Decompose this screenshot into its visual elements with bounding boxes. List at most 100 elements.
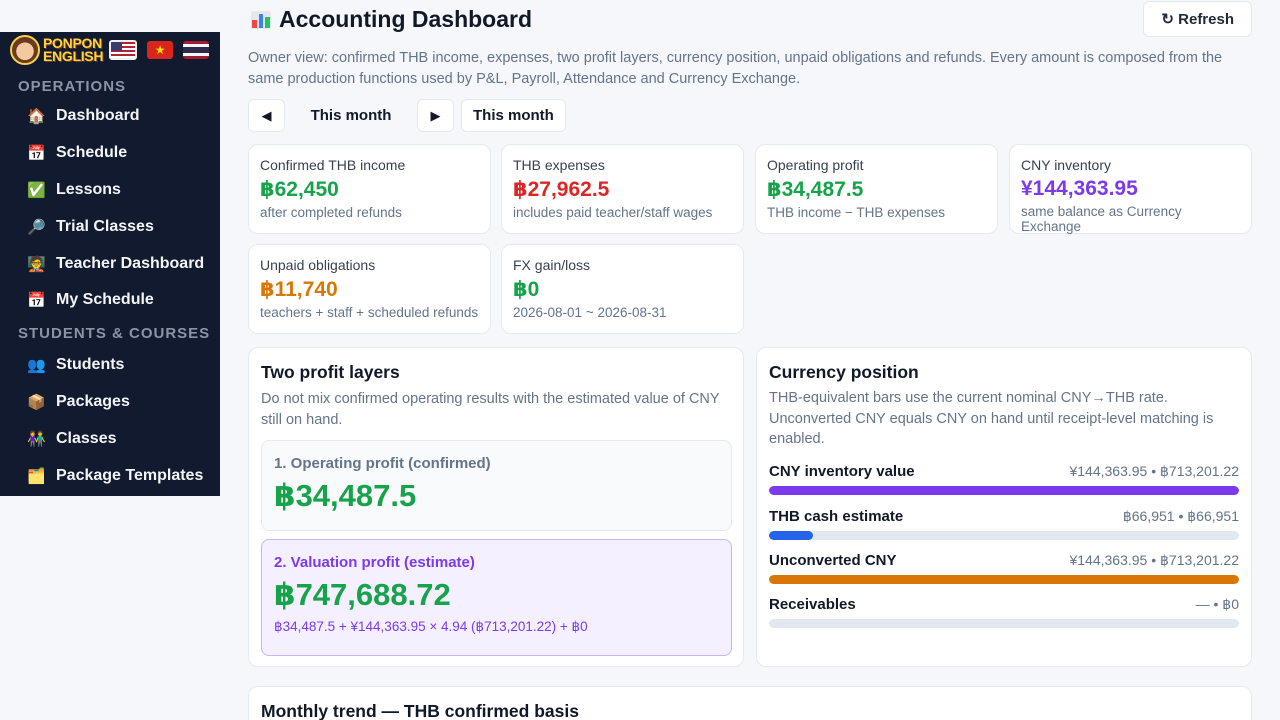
group-icon: 👫 [27,430,46,448]
stat-card-confirmed-income: Confirmed THB income ฿62,450 after compl… [248,144,491,234]
stat-value: ฿0 [513,278,540,301]
stat-value: ¥144,363.95 [1021,177,1138,200]
sidebar-item-label: Schedule [56,144,128,162]
monthly-trend-panel: Monthly trend — THB confirmed basis [248,686,1252,720]
profit-layers-panel: Two profit layers Do not mix confirmed o… [248,347,744,667]
operations-nav: 🏠 Dashboard 📅 Schedule ✅ Lessons 🔎 Trial… [0,98,220,319]
brand-line2: ENGLISH [43,48,104,64]
currency-row-values: ¥144,363.95 • ฿713,201.22 [1069,462,1239,479]
stat-card-thb-expenses: THB expenses ฿27,962.5 includes paid tea… [501,144,744,234]
stat-value: ฿62,450 [260,178,339,201]
valuation-profit-box: 2. Valuation profit (estimate) ฿747,688.… [261,539,732,656]
us-flag-icon[interactable] [109,40,138,60]
stat-subtext: 2026-08-01 ~ 2026-08-31 [513,305,667,320]
stat-label: FX gain/loss [513,257,591,273]
progress-fill [769,486,1239,495]
page-description: Owner view: confirmed THB income, expens… [248,50,1223,87]
stat-subtext: same balance as Currency Exchange [1021,204,1182,234]
sidebar-item-trial-classes[interactable]: 🔎 Trial Classes [0,208,220,245]
progress-track [769,486,1239,495]
page-title-text: Accounting Dashboard [279,6,533,32]
sidebar-item-lessons[interactable]: ✅ Lessons [0,172,220,209]
stat-value: ฿27,962.5 [513,178,610,201]
currency-position-panel: Currency position THB-equivalent bars us… [756,347,1252,667]
sidebar-item-packages[interactable]: 📦 Packages [0,384,220,421]
stat-subtext: includes paid teacher/staff wages [513,205,713,220]
brand-line1: PONPON [43,35,102,51]
section-title-students-courses: STUDENTS & COURSES [18,324,211,342]
sidebar-item-label: Teacher Dashboard [56,254,205,272]
sidebar-item-label: Trial Classes [56,217,154,235]
checkbox-icon: ✅ [27,181,46,199]
stat-label: THB expenses [513,157,605,173]
brand-row: PONPON ENGLISH ★ [0,32,220,68]
calendar-icon: 📅 [27,145,46,163]
currency-row-cny-inventory: CNY inventory value ¥144,363.95 • ฿713,2… [769,461,1239,495]
valuation-profit-value: ฿747,688.72 [274,577,451,612]
period-dropdown[interactable]: This month [461,99,566,132]
stat-subtext: after completed refunds [260,205,402,220]
vietnam-flag-icon[interactable]: ★ [147,41,174,59]
sidebar-item-teacher-dashboard[interactable]: 🧑‍🏫 Teacher Dashboard [0,245,220,282]
stat-value: ฿34,487.5 [767,178,864,201]
users-icon: 👥 [27,357,46,375]
thailand-flag-icon[interactable] [183,41,210,59]
brand-logo[interactable]: PONPON ENGLISH [10,35,103,65]
panel-description: Do not mix confirmed operating results w… [261,391,720,428]
stat-card-operating-profit: Operating profit ฿34,487.5 THB income − … [755,144,998,234]
currency-row-name: CNY inventory value [769,462,915,480]
stat-value: ฿11,740 [260,278,338,301]
sidebar-item-students[interactable]: 👥 Students [0,347,220,384]
next-period-button[interactable]: ▶ [417,99,454,132]
previous-period-button[interactable]: ◀ [248,99,285,132]
progress-track [769,619,1239,628]
home-icon: 🏠 [27,108,46,126]
magnifier-icon: 🔎 [27,218,46,236]
panel-description: THB-equivalent bars use the current nomi… [769,390,1214,447]
currency-row-unconverted-cny: Unconverted CNY ¥144,363.95 • ฿713,201.2… [769,550,1239,584]
stat-label: Operating profit [767,157,864,173]
panel-title: Two profit layers [261,362,400,382]
sidebar-item-label: Students [56,356,125,374]
triangle-right-icon: ▶ [430,107,441,123]
currency-row-values: ฿66,951 • ฿66,951 [1122,507,1239,524]
teacher-icon: 🧑‍🏫 [27,255,46,273]
sidebar-item-label: Package Templates [56,466,204,484]
currency-row-values: ¥144,363.95 • ฿713,201.22 [1069,551,1239,568]
bar-chart-icon [251,10,271,29]
currency-row-name: Receivables [769,595,856,613]
currency-row-thb-cash: THB cash estimate ฿66,951 • ฿66,951 [769,506,1239,540]
sidebar-item-classes[interactable]: 👫 Classes [0,420,220,457]
currency-row-name: THB cash estimate [769,507,904,525]
progress-fill [769,531,814,540]
sidebar-item-my-schedule[interactable]: 📅 My Schedule [0,282,220,319]
stat-card-cny-inventory: CNY inventory ¥144,363.95 same balance a… [1009,144,1252,234]
sidebar-item-label: Packages [56,392,130,410]
brand-text: PONPON ENGLISH [43,35,104,64]
panel-title: Monthly trend — THB confirmed basis [261,701,579,720]
sidebar: PONPON ENGLISH ★ OPERATIONS 🏠 Dashboard … [0,32,220,496]
page-title: Accounting Dashboard [251,6,532,33]
period-selector: ◀ This month ▶ This month [248,99,566,132]
package-icon: 📦 [27,393,46,411]
sidebar-item-package-templates[interactable]: 🗂️ Package Templates [0,457,220,494]
sidebar-item-schedule[interactable]: 📅 Schedule [0,135,220,172]
stat-card-fx-gain-loss: FX gain/loss ฿0 2026-08-01 ~ 2026-08-31 [501,244,744,334]
refresh-button[interactable]: ↻ Refresh [1143,1,1252,37]
triangle-left-icon: ◀ [261,107,272,123]
sidebar-item-label: My Schedule [56,291,154,309]
title-row: Accounting Dashboard ↻ Refresh [248,0,1252,38]
sidebar-item-dashboard[interactable]: 🏠 Dashboard [0,98,220,135]
valuation-profit-formula: ฿34,487.5 + ¥144,363.95 × 4.94 (฿713,201… [274,619,588,634]
section-title-operations: OPERATIONS [18,78,127,95]
mascot-icon [10,35,40,65]
stat-label: Unpaid obligations [260,257,376,273]
progress-track [769,531,1239,540]
students-courses-nav: 👥 Students 📦 Packages 👫 Classes 🗂️ Packa… [0,347,220,494]
stat-label: CNY inventory [1021,157,1112,173]
operating-profit-label: 1. Operating profit (confirmed) [274,455,491,472]
folder-icon: 🗂️ [27,467,46,485]
currency-row-name: Unconverted CNY [769,551,897,569]
currency-row-receivables: Receivables — • ฿0 [769,594,1239,628]
operating-profit-box: 1. Operating profit (confirmed) ฿34,487.… [261,440,732,531]
